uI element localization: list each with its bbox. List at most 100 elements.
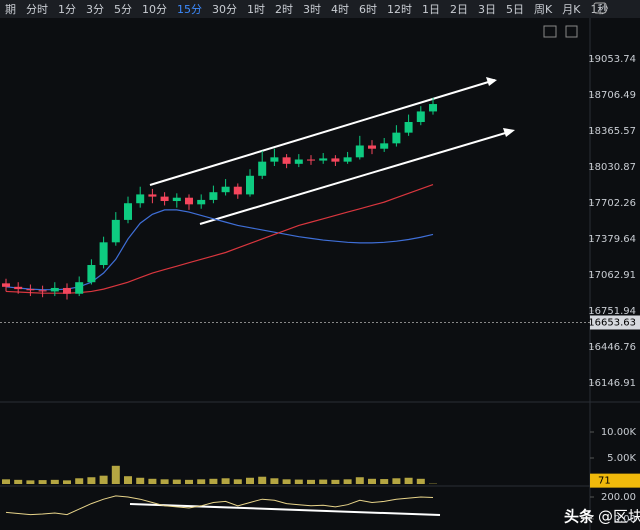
last-price-box [590,315,640,330]
candle-body [233,186,242,195]
volume-bar [99,475,108,484]
volume-bar [221,478,230,484]
timeframe-tab[interactable]: 3分 [86,3,104,16]
last-volume-box [590,473,640,488]
candle-body [258,161,267,176]
candle-body [172,197,181,202]
candle-body [14,286,23,290]
candle-body [160,196,169,202]
volume-bar [392,478,401,484]
volume-bar [270,478,279,484]
candle-body [343,157,352,162]
timeframe-tab[interactable]: 1日 [422,3,440,16]
timeframe-tab[interactable]: 5日 [506,3,524,16]
candle-body [124,203,132,220]
icon[interactable] [543,25,557,38]
candle-body [404,122,413,133]
camera-icon[interactable] [593,2,607,14]
volume-bar [14,479,23,484]
volume-bar [404,477,413,484]
candle-body [294,159,303,164]
oscillator-line [5,495,434,516]
candle-body [38,290,47,292]
y-tick-label: 5.00K [607,453,636,464]
candle-body [185,197,193,205]
arrow-head [486,77,497,86]
timeframe-tab[interactable]: 期 [5,3,16,16]
candle-body [221,186,230,193]
trend-line [129,503,441,516]
candle-body [246,175,254,195]
y-tick-label: 18365.57 [588,126,636,137]
timeframe-tab[interactable]: 1分 [58,3,76,16]
timeframe-tab[interactable]: 3时 [303,3,321,16]
candle-body [380,143,389,149]
timeframe-toolbar: 期分时 1分 3分 5分 10分 15分 30分 1时 2时 3时 4时 6时 12时 1日 2日 3日 5日周… [0,0,640,18]
timeframe-tab[interactable]: 12时 [387,3,412,16]
timeframe-tab[interactable]: 4时 [331,3,349,16]
timeframe-tab[interactable]: 6时 [359,3,377,16]
y-tick-label: 18030.87 [588,162,636,173]
volume-bar [368,478,376,484]
candle-body [270,157,279,162]
y-tick-label: 16751.94 [588,306,636,317]
moving-average [5,209,434,291]
candle-body [355,145,364,158]
candle-body [148,194,157,197]
candle-body [209,192,218,200]
y-tick-label: 200.00 [601,492,636,503]
volume-bar [50,479,59,484]
candle-body [331,158,340,162]
watermark-brand: 头条 [564,508,595,526]
timeframe-tab[interactable]: 3日 [478,3,496,16]
volume-bar [87,477,96,484]
volume-bar [355,477,364,484]
candle-body [111,219,120,243]
timeframe-tab[interactable]: 2日 [450,3,468,16]
watermark-account: @区块链视点 [598,508,640,526]
trend-line [149,79,496,186]
candle-body [26,289,35,291]
volume-bar [38,480,47,484]
candle-body [2,283,10,287]
volume-bar [75,478,84,484]
candle-body [99,242,108,266]
timeframe-tab[interactable]: 30分 [212,3,237,16]
candle-body [319,158,328,161]
timeframe-tab[interactable]: 5分 [114,3,132,16]
arrow-head [503,128,515,137]
candle-body [50,287,59,292]
volume-bar [136,477,145,484]
volume-bar [160,479,169,484]
timeframe-tab[interactable]: 1时 [247,3,265,16]
volume-bar [331,479,340,484]
y-tick-label: 18706.49 [588,90,636,101]
timeframe-tab[interactable]: 周K [534,3,553,16]
volume-bar [319,479,328,484]
y-tick-label: 16446.76 [588,342,636,353]
candle-body [368,145,376,149]
volume-bar [416,478,425,484]
timeframe-tab[interactable]: 2时 [275,3,293,16]
timeframe-tab[interactable]: 10分 [142,3,167,16]
moving-average [5,183,434,294]
icon[interactable] [565,25,578,38]
timeframe-tab[interactable]: 月K [562,3,581,16]
timeframe-tab[interactable]: 15分 [177,3,202,16]
timeframe-tab[interactable]: 分时 [26,3,48,16]
y-tick-label: 0.00 [614,514,636,525]
candle-body [416,111,425,123]
trend-line [199,130,513,225]
y-tick-label: 17062.91 [588,270,636,281]
volume-bar [233,479,242,484]
volume-bar [197,479,206,484]
volume-bar [148,478,157,484]
candle-body [75,282,84,294]
volume-bar [26,480,35,484]
volume-bar [172,479,181,484]
y-tick-label: 10.00K [601,427,637,438]
volume-bar [282,479,291,484]
volume-bar [111,465,120,484]
